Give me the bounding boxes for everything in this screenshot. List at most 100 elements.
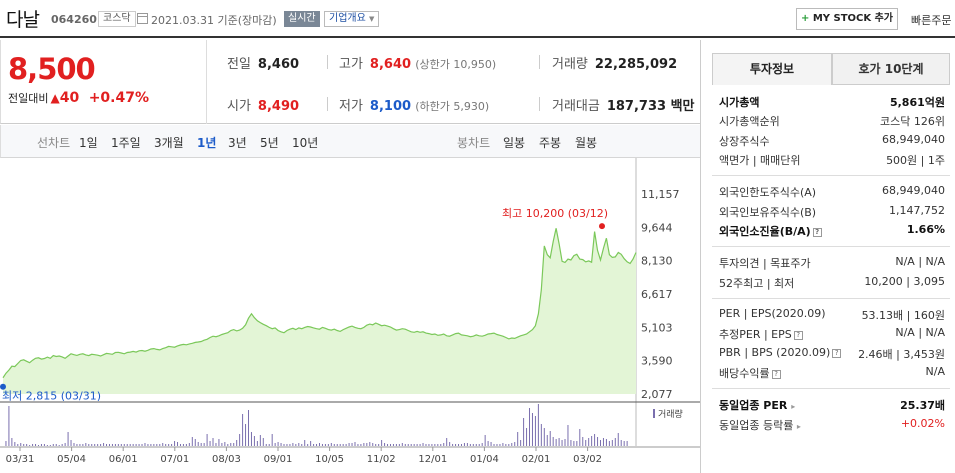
stock-name: 다날: [6, 9, 40, 31]
divider: [712, 298, 950, 299]
volume-bar: [446, 438, 448, 446]
volume-bar: [123, 444, 125, 446]
prev-close-value: 8,460: [257, 57, 300, 72]
calendar-icon: [137, 13, 148, 24]
pbr-text: PBR | BPS (2020.09): [719, 346, 831, 359]
volume-bar: [514, 442, 516, 446]
foreign-ratio-text: 외국인소진율(B/A): [719, 225, 811, 238]
volume-bar: [11, 438, 13, 446]
volume-bar: [17, 444, 19, 446]
volume-bar: [458, 444, 460, 446]
x-tick-label: 10/05: [315, 454, 344, 465]
help-icon[interactable]: ?: [832, 348, 842, 358]
volume-bar: [342, 444, 344, 446]
tab-1-day[interactable]: 1일: [79, 136, 98, 150]
volume-bar: [135, 444, 137, 446]
foreign-limit-value: 68,949,040: [882, 184, 945, 197]
y-tick-label: 8,130: [641, 255, 673, 268]
tab-3-months[interactable]: 3개월: [154, 136, 184, 150]
volume-bar: [221, 443, 223, 446]
volume-bar: [348, 443, 350, 446]
amount-value: 187,733 백만: [606, 99, 695, 114]
volume-bar: [200, 443, 202, 446]
volume-bar: [543, 428, 545, 446]
par-value-row: 액면가 | 매매단위 500원 | 1주: [719, 152, 945, 167]
realtime-button[interactable]: 실시간: [284, 11, 320, 27]
range52-label: 52주최고 | 최저: [719, 277, 795, 290]
per-label: PER | EPS(2020.09): [719, 307, 826, 320]
help-icon[interactable]: ?: [771, 369, 781, 379]
pbr-value: 2.46배 | 3,453원: [858, 348, 945, 361]
help-icon[interactable]: ?: [812, 227, 822, 237]
help-icon[interactable]: ?: [793, 330, 803, 340]
tab-invest-info[interactable]: 투자정보: [712, 53, 832, 85]
tab-3-years[interactable]: 3년: [228, 136, 247, 150]
volume-bar: [588, 438, 590, 446]
volume-bar: [605, 439, 607, 446]
volume-bar: [168, 444, 170, 446]
volume-bar: [487, 441, 489, 446]
volume-bar: [431, 444, 433, 446]
sector-rate-text: 동일업종 등락률: [719, 419, 794, 432]
divider: [539, 97, 540, 111]
volume-bar: [120, 444, 122, 446]
foreign-ratio-row: 외국인소진율(B/A)? 1.66%: [719, 223, 945, 238]
tab-orderbook[interactable]: 호가 10단계: [832, 53, 950, 85]
foreign-ratio-label: 외국인소진율(B/A)?: [719, 223, 822, 239]
company-overview-button[interactable]: 기업개요 ▼: [324, 11, 380, 27]
volume-bar: [289, 444, 291, 446]
volume-bar: [452, 444, 454, 446]
volume-bar: [585, 440, 587, 446]
tab-10-years[interactable]: 10년: [292, 136, 319, 150]
volume-bar: [443, 443, 445, 446]
add-my-stock-button[interactable]: + MY STOCK 추가: [796, 8, 898, 30]
volume-bar: [141, 444, 143, 446]
volume-bar: [549, 431, 551, 446]
opinion-row: 투자의견 | 목표주가 N/A | N/A: [719, 255, 945, 270]
quick-order-link[interactable]: 빠른주문: [911, 14, 952, 27]
volume-bar: [114, 444, 116, 446]
volume-bar: [410, 444, 412, 446]
volume-bar: [602, 438, 604, 446]
listed-shares-row: 상장주식수 68,949,040: [719, 133, 945, 148]
tab-1-year[interactable]: 1년: [197, 136, 217, 150]
volume-bar: [310, 441, 312, 446]
volume-bar: [203, 443, 205, 446]
volume-bar: [108, 444, 110, 446]
volume-bar: [517, 432, 519, 446]
volume-bar: [466, 443, 468, 446]
volume-bar: [531, 413, 533, 446]
volume-bar: [52, 444, 54, 446]
volume-bar: [76, 444, 78, 446]
price-chart[interactable]: 11,157 9,644 8,130 6,617 5,103 3,590 2,077 03/3…: [0, 158, 700, 473]
open-price: 시가 8,490: [227, 95, 299, 114]
volume-bar: [70, 440, 72, 446]
volume-bar: [327, 444, 329, 446]
tab-daily-candle[interactable]: 일봉: [503, 136, 526, 150]
chevron-down-icon: ▼: [369, 15, 375, 23]
volume-bar: [129, 444, 131, 446]
volume-bar: [23, 444, 25, 446]
tab-weekly-candle[interactable]: 주봉: [539, 136, 562, 150]
change-label: 전일대비: [8, 92, 49, 105]
change-amount: 40: [59, 90, 80, 106]
volume-bar: [165, 444, 167, 446]
volume-bar: [366, 443, 368, 446]
y-tick-label: 9,644: [641, 221, 673, 234]
volume-bar: [197, 442, 199, 446]
volume-bar: [472, 444, 474, 446]
tab-5-years[interactable]: 5년: [260, 136, 279, 150]
tab-monthly-candle[interactable]: 월봉: [575, 136, 598, 150]
sector-rate-label[interactable]: 동일업종 등락률 ▸: [719, 417, 801, 433]
volume-bar: [428, 444, 430, 446]
volume-bar: [185, 444, 187, 446]
volume-bar: [117, 444, 119, 446]
volume-bar: [407, 444, 409, 446]
volume-bar: [375, 444, 377, 446]
est-per-label: 추정PER | EPS?: [719, 326, 803, 342]
par-value: 500원 | 1주: [886, 154, 945, 167]
tab-1-week[interactable]: 1주일: [111, 136, 141, 150]
sector-per-label[interactable]: 동일업종 PER ▸: [719, 397, 795, 413]
volume-bar: [594, 434, 596, 446]
volume-bar: [534, 416, 536, 446]
